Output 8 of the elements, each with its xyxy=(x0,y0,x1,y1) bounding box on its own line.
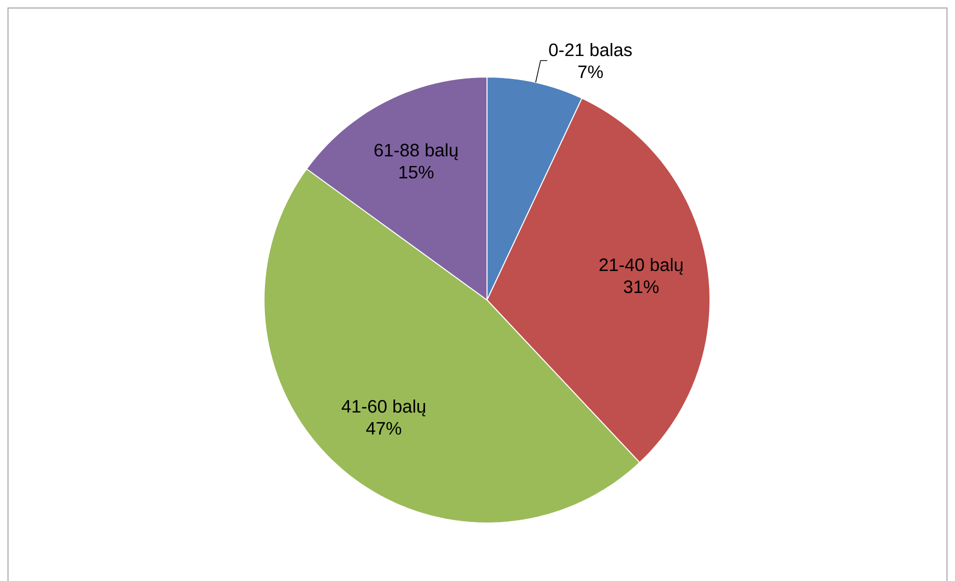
slice-label: 41-60 balų xyxy=(342,400,426,416)
data-label: 31% xyxy=(624,280,659,294)
slice-label: 0-21 balas xyxy=(549,43,632,56)
slice-label: 21-40 balų xyxy=(600,258,683,275)
slice-label: 61-88 balų xyxy=(374,143,458,160)
data-label: 7% xyxy=(578,66,603,78)
data-label: 47% xyxy=(366,422,402,435)
data-label: 15% xyxy=(400,166,434,179)
